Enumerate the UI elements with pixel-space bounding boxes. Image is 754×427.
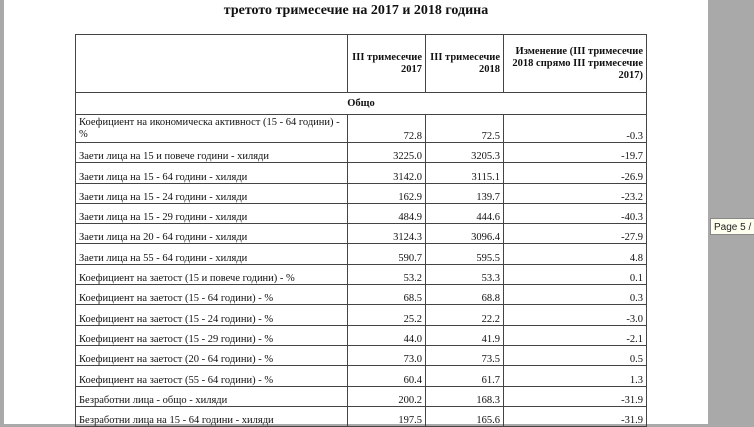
value-2018: 3096.4 — [425, 223, 504, 245]
table-row: Заети лица на 55 - 64 години - хиляди 590… — [75, 243, 647, 265]
value-2017: 590.7 — [347, 243, 426, 265]
value-change: -0.3 — [503, 114, 647, 143]
value-2018: 53.3 — [425, 263, 504, 286]
value-change: 4.8 — [503, 243, 647, 265]
header-indicator-cell — [75, 34, 348, 93]
section-title: Общо — [75, 92, 647, 115]
row-label: Коефициент на заетост (15 - 29 години) -… — [75, 324, 348, 346]
row-label: Коефициент на заетост (15 - 24 години) -… — [75, 304, 348, 326]
table-row: Заети лица на 15 и повече години - хиляд… — [75, 141, 647, 164]
value-2017: 72.8 — [347, 114, 426, 143]
value-2018: 73.5 — [425, 344, 504, 367]
table-row: Коефициент на заетост (55 - 64 години) -… — [75, 365, 647, 387]
value-change: -19.7 — [503, 141, 647, 164]
header-change: Изменение (III тримесечие 2018 спрямо II… — [503, 34, 647, 93]
row-label: Безработни лица - общо - хиляди — [75, 385, 348, 407]
value-2017: 3225.0 — [347, 141, 426, 164]
header-q2018: III тримесечие 2018 — [425, 34, 504, 93]
value-2017: 44.0 — [347, 324, 426, 346]
value-2017: 68.5 — [347, 284, 426, 306]
table-row: Коефициент на заетост (15 и повече годин… — [75, 263, 647, 286]
row-label: Заети лица на 15 и повече години - хиляд… — [75, 141, 348, 164]
table-row: Безработни лица - общо - хиляди 200.2 168.… — [75, 385, 647, 407]
value-change: -3.0 — [503, 304, 647, 326]
table-row: Коефициент на заетост (15 - 29 години) -… — [75, 324, 647, 346]
table-heading: третото тримесечие на 2017 и 2018 година — [223, 3, 489, 18]
value-2017: 53.2 — [347, 263, 426, 286]
value-change: -2.1 — [503, 324, 647, 346]
table-row: Заети лица на 15 - 29 години - хиляди 484… — [75, 202, 647, 225]
document-page: третото тримесечие на 2017 и 2018 година… — [4, 0, 708, 427]
value-2017: 3142.0 — [347, 162, 426, 184]
row-label: Коефициент на заетост (20 - 64 години) -… — [75, 344, 348, 367]
row-label: Заети лица на 20 - 64 години - хиляди — [75, 223, 348, 245]
table-row: Коефициент на икономическа активност (15… — [75, 114, 647, 143]
value-2018: 61.7 — [425, 365, 504, 387]
value-2018: 3115.1 — [425, 162, 504, 184]
row-label: Коефициент на заетост (15 - 64 години) -… — [75, 284, 348, 306]
value-2017: 60.4 — [347, 365, 426, 387]
value-2018: 595.5 — [425, 243, 504, 265]
table-row: Заети лица на 20 - 64 години - хиляди 312… — [75, 223, 647, 245]
section-row: Общо — [75, 92, 647, 115]
value-2018: 41.9 — [425, 324, 504, 346]
value-2018: 68.8 — [425, 284, 504, 306]
labour-statistics-table: III тримесечие 2017 III тримесечие 2018 … — [75, 34, 647, 427]
value-2018: 444.6 — [425, 202, 504, 225]
row-label: Коефициент на заетост (15 и повече годин… — [75, 263, 348, 286]
row-label: Коефициент на заетост (55 - 64 години) -… — [75, 365, 348, 387]
table-row: Коефициент на заетост (15 - 64 години) -… — [75, 284, 647, 306]
value-change: 0.3 — [503, 284, 647, 306]
value-2017: 3124.3 — [347, 223, 426, 245]
row-label: Заети лица на 15 - 29 години - хиляди — [75, 202, 348, 225]
table-row: Коефициент на заетост (20 - 64 години) -… — [75, 344, 647, 367]
header-q2017: III тримесечие 2017 — [347, 34, 426, 93]
value-2018: 168.3 — [425, 385, 504, 407]
value-2017: 200.2 — [347, 385, 426, 407]
table-row: Коефициент на заетост (15 - 24 години) -… — [75, 304, 647, 326]
value-2018: 22.2 — [425, 304, 504, 326]
value-2018: 3205.3 — [425, 141, 504, 164]
page-indicator-tooltip: Page 5 / 8 — [710, 218, 754, 235]
row-label: Заети лица на 15 - 64 години - хиляди — [75, 162, 348, 184]
table-row: Безработни лица на 15 - 64 години - хиля… — [75, 405, 647, 427]
row-label: Коефициент на икономическа активност (15… — [75, 114, 348, 143]
value-change: -26.9 — [503, 162, 647, 184]
table-row: Заети лица на 15 - 64 години - хиляди 314… — [75, 162, 647, 184]
row-label: Заети лица на 15 - 24 години - хиляди — [75, 182, 348, 204]
table-row: Заети лица на 15 - 24 години - хиляди 162… — [75, 182, 647, 204]
value-change: -31.9 — [503, 385, 647, 407]
table-header-row: III тримесечие 2017 III тримесечие 2018 … — [75, 34, 647, 93]
value-change: -40.3 — [503, 202, 647, 225]
value-2017: 25.2 — [347, 304, 426, 326]
value-2017: 484.9 — [347, 202, 426, 225]
value-change: 1.3 — [503, 365, 647, 387]
value-change: 0.5 — [503, 344, 647, 367]
value-2017: 73.0 — [347, 344, 426, 367]
row-label: Заети лица на 55 - 64 години - хиляди — [75, 243, 348, 265]
value-change: -23.2 — [503, 182, 647, 204]
value-2018: 139.7 — [425, 182, 504, 204]
value-change: -27.9 — [503, 223, 647, 245]
value-2018: 72.5 — [425, 114, 504, 143]
value-2017: 162.9 — [347, 182, 426, 204]
value-change: 0.1 — [503, 263, 647, 286]
